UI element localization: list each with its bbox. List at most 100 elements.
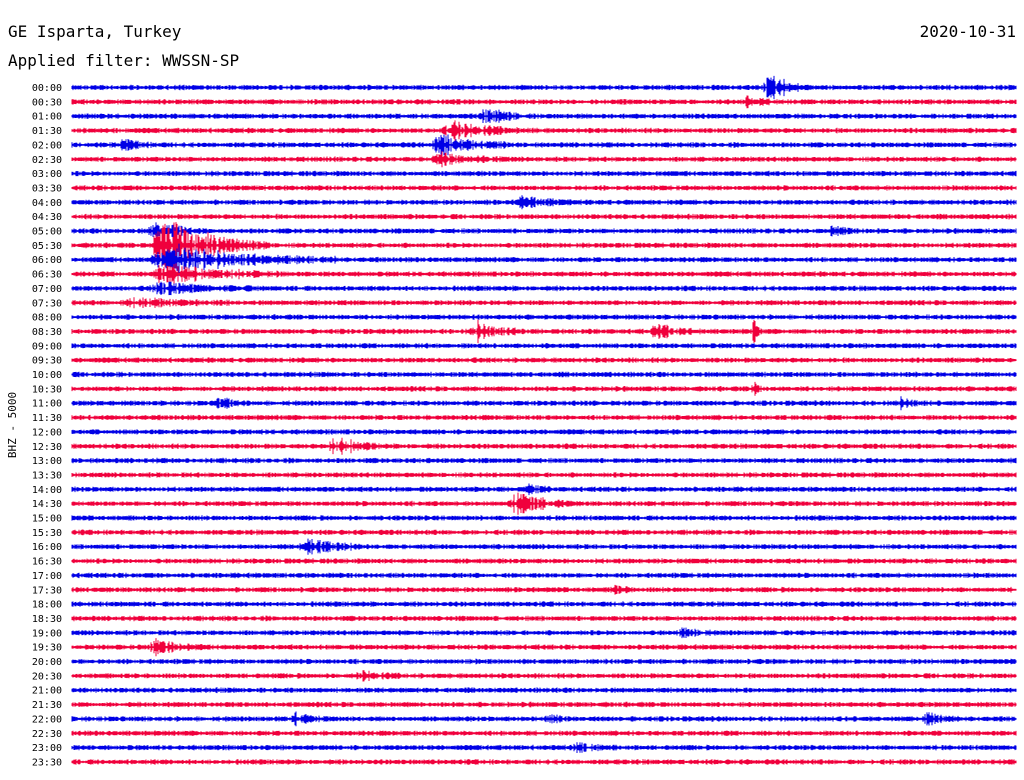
row-time-label: 05:00 [32,227,62,238]
trace-row [71,572,1017,579]
row-time-label: 05:30 [32,241,62,252]
trace-row [71,687,1017,694]
trace-row [71,711,1017,727]
row-time-label: 01:30 [32,126,62,137]
row-time-label: 01:00 [32,112,62,123]
row-time-label: 12:00 [32,427,62,438]
trace-row [71,558,1017,564]
row-time-label: 03:30 [32,183,62,194]
date-label: 2020-10-31 [919,22,1016,41]
row-time-label: 14:00 [32,485,62,496]
row-time-label: 09:00 [32,341,62,352]
station-title: GE Isparta, Turkey [8,22,182,41]
row-time-label: 12:30 [32,442,62,453]
row-time-label: 20:30 [32,671,62,682]
trace-row [71,483,1017,496]
row-time-label: 13:30 [32,470,62,481]
trace-row [71,297,1017,309]
trace-row [71,670,1017,682]
trace-row [71,615,1017,622]
trace-row [71,357,1017,363]
trace-row [71,658,1017,665]
row-time-label: 13:00 [32,456,62,467]
trace-row [71,730,1017,737]
row-time-label: 20:00 [32,657,62,668]
row-time-label: 21:30 [32,700,62,711]
row-time-label: 03:00 [32,169,62,180]
trace-row [71,492,1017,515]
filter-subtitle: Applied filter: WWSSN-SP [8,51,240,70]
trace-row [71,243,1017,276]
row-time-label: 15:30 [32,528,62,539]
row-time-label: 06:00 [32,255,62,266]
trace-row [71,584,1017,595]
trace-row [71,472,1017,478]
trace-row [71,742,1017,753]
trace-row [71,371,1017,378]
row-time-label: 23:00 [32,743,62,754]
row-time-label: 17:30 [32,585,62,596]
trace-row [71,414,1017,421]
trace-row [71,627,1017,639]
row-time-label: 00:30 [32,97,62,108]
trace-row [71,95,1017,109]
row-time-label: 18:00 [32,600,62,611]
trace-row [71,515,1017,521]
trace-row [71,222,1017,269]
trace-row [71,314,1017,320]
trace-row [71,213,1017,220]
row-time-label: 00:00 [32,83,62,94]
trace-row [71,529,1017,536]
trace-row [71,396,1017,411]
trace-row [71,134,1017,156]
row-time-label: 07:00 [32,284,62,295]
row-time-label: 11:30 [32,413,62,424]
trace-row [71,319,1017,344]
trace-row [71,701,1017,708]
trace-row [71,457,1017,464]
trace-row [71,120,1017,141]
trace-row [71,437,1017,455]
trace-row [71,185,1017,191]
row-time-label: 06:30 [32,270,62,281]
row-time-label: 22:30 [32,729,62,740]
row-time-label: 09:30 [32,356,62,367]
row-time-label: 19:00 [32,628,62,639]
row-time-label: 08:00 [32,313,62,324]
trace-row [71,75,1017,100]
trace-row [71,381,1017,396]
row-time-label: 02:00 [32,140,62,151]
trace-row [71,264,1017,284]
trace-row [71,638,1017,657]
trace-row [71,151,1017,168]
row-time-label: 16:30 [32,557,62,568]
row-time-labels: 00:00 00:30 01:00 01:30 02:00 02:30 03:00 03:30… [32,83,62,768]
trace-row [71,281,1017,296]
trace-row [71,195,1017,210]
seismogram-traces [71,75,1017,765]
row-time-label: 18:30 [32,614,62,625]
row-time-label: 10:00 [32,370,62,381]
row-time-label: 15:00 [32,514,62,525]
trace-row [71,429,1017,435]
trace-row [71,170,1017,177]
row-time-label: 21:00 [32,686,62,697]
row-time-label: 16:00 [32,542,62,553]
row-time-label: 04:00 [32,198,62,209]
trace-row [71,342,1017,349]
row-time-label: 04:30 [32,212,62,223]
trace-row [71,109,1017,123]
row-time-label: 22:00 [32,714,62,725]
row-time-label: 19:30 [32,643,62,654]
row-time-label: 07:30 [32,298,62,309]
row-time-label: 23:30 [32,757,62,768]
row-time-label: 02:30 [32,155,62,166]
row-time-label: 11:00 [32,399,62,410]
trace-row [71,601,1017,607]
row-time-label: 08:30 [32,327,62,338]
row-time-label: 14:30 [32,499,62,510]
trace-row [71,759,1017,765]
row-time-label: 10:30 [32,384,62,395]
row-time-label: 17:00 [32,571,62,582]
